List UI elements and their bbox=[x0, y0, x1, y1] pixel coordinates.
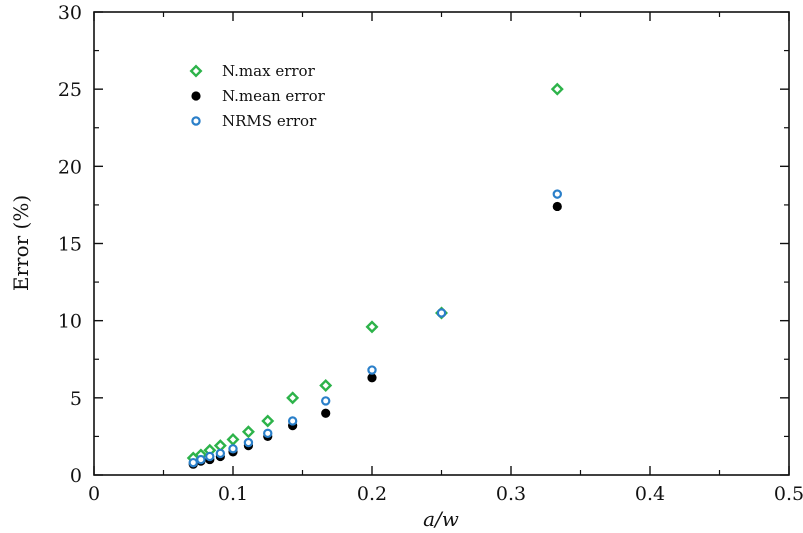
data-point bbox=[228, 444, 238, 454]
x-tick-label: 0.2 bbox=[357, 483, 387, 505]
data-point bbox=[319, 378, 333, 392]
y-tick-label: 5 bbox=[70, 388, 82, 410]
y-tick-label: 20 bbox=[58, 156, 82, 178]
legend: N.max error N.mean error NRMS error bbox=[189, 62, 326, 130]
data-point bbox=[286, 391, 300, 405]
data-point bbox=[261, 414, 275, 428]
data-point bbox=[241, 425, 255, 439]
series-nrms-error bbox=[188, 189, 562, 468]
data-point bbox=[263, 428, 273, 439]
data-point bbox=[436, 308, 447, 318]
y-tick-label: 10 bbox=[58, 311, 82, 333]
x-tick-label: 0.4 bbox=[635, 483, 665, 505]
data-point bbox=[215, 448, 226, 459]
data-point bbox=[321, 408, 331, 418]
legend-marker bbox=[191, 91, 201, 101]
legend-label: N.mean error bbox=[222, 87, 326, 105]
series-n-mean-error bbox=[188, 201, 562, 469]
data-point bbox=[196, 454, 206, 465]
y-tick-label: 0 bbox=[70, 465, 82, 487]
plot-frame bbox=[93, 11, 790, 476]
y-axis-title: Error (%) bbox=[9, 195, 33, 291]
x-tick-label: 0.1 bbox=[218, 483, 248, 505]
axis-ticks bbox=[93, 11, 790, 476]
data-point bbox=[321, 396, 331, 406]
legend-label: NRMS error bbox=[222, 112, 317, 130]
y-tick-label: 25 bbox=[58, 79, 82, 101]
x-axis-title: a/w bbox=[423, 507, 459, 531]
y-tick-label: 15 bbox=[58, 234, 82, 256]
legend-label: N.max error bbox=[222, 62, 316, 80]
data-point bbox=[367, 365, 377, 375]
y-tick-label: 30 bbox=[58, 2, 82, 24]
data-point bbox=[367, 373, 377, 383]
data-point bbox=[243, 437, 254, 448]
data-point bbox=[552, 189, 562, 199]
legend-marker bbox=[189, 64, 203, 78]
tick-labels: 0 0.1 0.2 0.3 0.4 0.5 0 5 10 15 20 25 30 bbox=[58, 2, 803, 505]
x-tick-label: 0 bbox=[88, 483, 100, 505]
data-point bbox=[188, 457, 198, 468]
data-points bbox=[186, 82, 564, 469]
data-point bbox=[550, 82, 564, 96]
legend-marker bbox=[191, 116, 201, 126]
data-point bbox=[226, 433, 240, 447]
data-point bbox=[205, 451, 215, 462]
data-point bbox=[552, 201, 562, 212]
x-tick-label: 0.3 bbox=[496, 483, 526, 505]
data-point bbox=[365, 320, 379, 334]
data-point bbox=[287, 416, 298, 426]
series-n-max-error bbox=[186, 82, 564, 465]
x-tick-label: 0.5 bbox=[774, 483, 803, 505]
